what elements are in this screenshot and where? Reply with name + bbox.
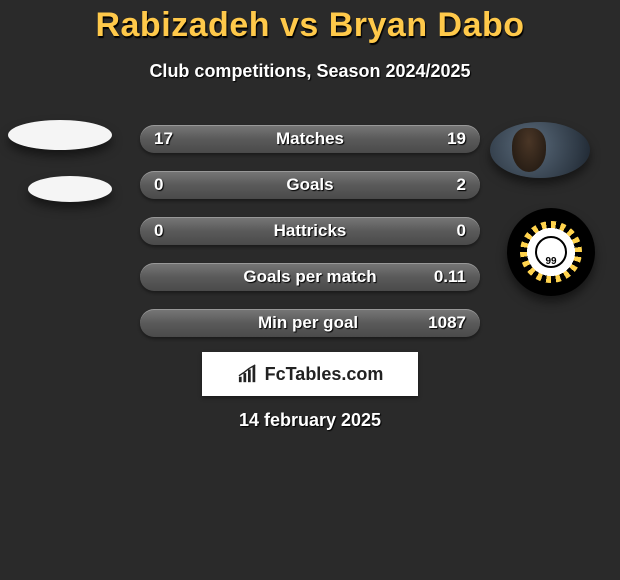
stat-row-goals: 0 Goals 2 xyxy=(140,171,480,199)
left-player-avatar xyxy=(8,120,112,150)
stat-label: Min per goal xyxy=(258,313,358,333)
stat-right-value: 19 xyxy=(432,129,466,149)
stat-left-value: 0 xyxy=(154,175,188,195)
stat-label: Goals xyxy=(286,175,333,195)
right-player-club-badge xyxy=(507,208,595,296)
stat-left-value: 17 xyxy=(154,129,188,149)
stat-right-value: 1087 xyxy=(428,313,466,333)
source-badge-label: FcTables.com xyxy=(265,364,384,385)
club-badge-sun-icon xyxy=(520,221,582,283)
stats-table: 17 Matches 19 0 Goals 2 0 Hattricks 0 Go… xyxy=(140,125,480,355)
stat-left-value: 0 xyxy=(154,221,188,241)
right-player-avatar xyxy=(490,122,590,178)
bar-chart-icon xyxy=(237,364,259,384)
date-label: 14 february 2025 xyxy=(0,410,620,431)
stat-right-value: 2 xyxy=(432,175,466,195)
stat-right-value: 0.11 xyxy=(432,267,466,287)
left-player-club-badge xyxy=(28,176,112,202)
comparison-infographic: Rabizadeh vs Bryan Dabo Club competition… xyxy=(0,0,620,580)
stat-row-min-per-goal: Min per goal 1087 xyxy=(140,309,480,337)
source-badge: FcTables.com xyxy=(202,352,418,396)
stat-right-value: 0 xyxy=(432,221,466,241)
stat-row-matches: 17 Matches 19 xyxy=(140,125,480,153)
stat-label: Matches xyxy=(276,129,344,149)
subtitle: Club competitions, Season 2024/2025 xyxy=(0,61,620,82)
stat-label: Goals per match xyxy=(243,267,376,287)
stat-label: Hattricks xyxy=(274,221,347,241)
stat-row-goals-per-match: Goals per match 0.11 xyxy=(140,263,480,291)
stat-row-hattricks: 0 Hattricks 0 xyxy=(140,217,480,245)
page-title: Rabizadeh vs Bryan Dabo xyxy=(0,0,620,45)
